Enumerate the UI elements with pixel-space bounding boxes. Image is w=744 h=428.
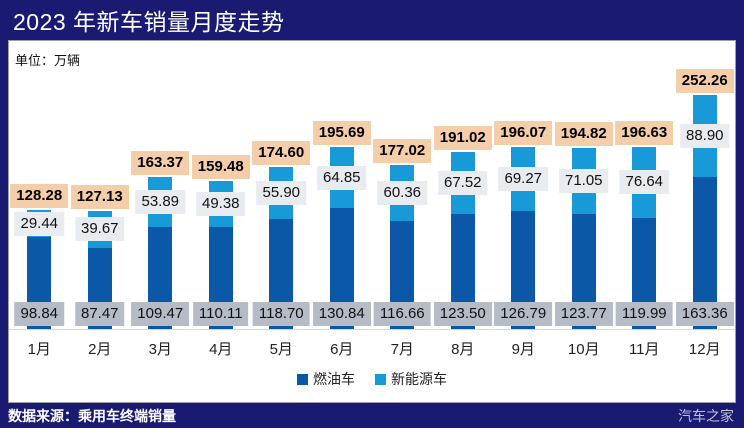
nev-value-label: 69.27 [498,167,549,192]
month-tick-label: 7月 [390,341,414,358]
data-source-label: 数据来源：乘用车终端销量 [8,407,176,424]
bar-column-8月: 191.02 67.52 123.50 8月 [433,41,494,358]
month-tick-label: 12月 [688,341,721,358]
month-tick-label: 1月 [27,341,51,358]
legend-item-nev: 新能源车 [375,369,447,389]
month-tick-label: 4月 [209,341,233,358]
fuel-value-label: 118.70 [252,302,310,326]
fuel-value-label: 110.11 [192,302,249,326]
month-tick-label: 5月 [269,341,293,358]
month-tick-label: 3月 [148,341,172,358]
nev-value-label: 39.67 [74,217,125,242]
legend-label-fuel: 燃油车 [313,371,355,387]
month-tick-label: 9月 [511,341,535,358]
total-value-label: 196.07 [494,121,553,146]
legend: 燃油车 新能源车 [9,369,735,389]
bar-column-10月: 194.82 71.05 123.77 10月 [554,41,615,358]
legend-item-fuel: 燃油车 [297,369,355,389]
nev-value-label: 55.90 [256,180,307,205]
plot-area: 128.28 29.44 98.84 1月 127.13 39.67 87.47 2月 163.… [9,41,736,358]
fuel-value-label: 109.47 [131,302,190,326]
bar-column-11月: 196.63 76.64 119.99 11月 [614,41,675,358]
watermark-logo: 汽车之家 [678,407,734,424]
bar-column-1月: 128.28 29.44 98.84 1月 [9,41,70,358]
bar-column-5月: 174.60 55.90 118.70 5月 [251,41,312,358]
chart-panel: 单位：万辆 128.28 29.44 98.84 1月 127.13 39.67 87.47… [8,40,736,403]
fuel-value-label: 87.47 [74,302,125,326]
total-value-label: 191.02 [433,125,492,150]
month-tick-label: 8月 [451,341,475,358]
fuel-value-label: 116.66 [373,302,431,326]
bar-column-4月: 159.48 49.38 110.11 4月 [191,41,252,358]
fuel-value-label: 163.36 [675,302,734,326]
bar-column-9月: 196.07 69.27 126.79 9月 [493,41,554,358]
bar-column-12月: 252.26 88.90 163.36 12月 [675,41,736,358]
month-tick-label: 10月 [567,341,600,358]
fuel-swatch-icon [297,373,308,385]
total-value-label: 174.60 [252,140,311,165]
nev-value-label: 29.44 [14,211,65,236]
nev-value-label: 64.85 [316,165,367,190]
month-tick-label: 6月 [330,341,354,358]
page-title: 2023 年新车销量月度走势 [13,9,285,35]
footer-band: 数据来源：乘用车终端销量 汽车之家 [0,403,744,428]
fuel-value-label: 123.77 [554,302,613,326]
fuel-value-label: 130.84 [312,302,371,326]
bar-column-7月: 177.02 60.36 116.66 7月 [372,41,433,358]
nev-value-label: 67.52 [437,171,488,196]
fuel-value-label: 126.79 [494,302,553,326]
nev-value-label: 49.38 [195,191,246,216]
total-value-label: 128.28 [10,183,69,208]
total-value-label: 194.82 [554,122,613,147]
bar-column-2月: 127.13 39.67 87.47 2月 [70,41,131,358]
nev-value-label: 76.64 [619,170,670,195]
month-tick-label: 11月 [628,341,660,358]
total-value-label: 252.26 [675,68,734,93]
total-value-label: 159.48 [191,155,250,179]
legend-label-nev: 新能源车 [391,371,447,387]
total-value-label: 177.02 [373,138,432,163]
fuel-value-label: 119.99 [615,302,673,326]
unit-label: 单位：万辆 [15,53,81,68]
total-value-label: 196.63 [615,120,674,145]
bar-column-3月: 163.37 53.89 109.47 3月 [130,41,191,358]
nev-value-label: 60.36 [377,180,428,205]
nev-value-label: 71.05 [558,169,609,194]
total-value-label: 195.69 [312,121,371,146]
total-value-label: 163.37 [131,151,190,176]
fuel-value-label: 98.84 [14,302,65,326]
fuel-value-label: 123.50 [433,302,492,326]
total-value-label: 127.13 [70,185,129,210]
nev-value-label: 88.90 [679,124,730,149]
nev-swatch-icon [375,373,386,385]
bar-column-6月: 195.69 64.85 130.84 6月 [312,41,373,358]
month-tick-label: 2月 [88,341,112,358]
nev-value-label: 53.89 [135,190,186,215]
title-band: 2023 年新车销量月度走势 [0,0,744,40]
